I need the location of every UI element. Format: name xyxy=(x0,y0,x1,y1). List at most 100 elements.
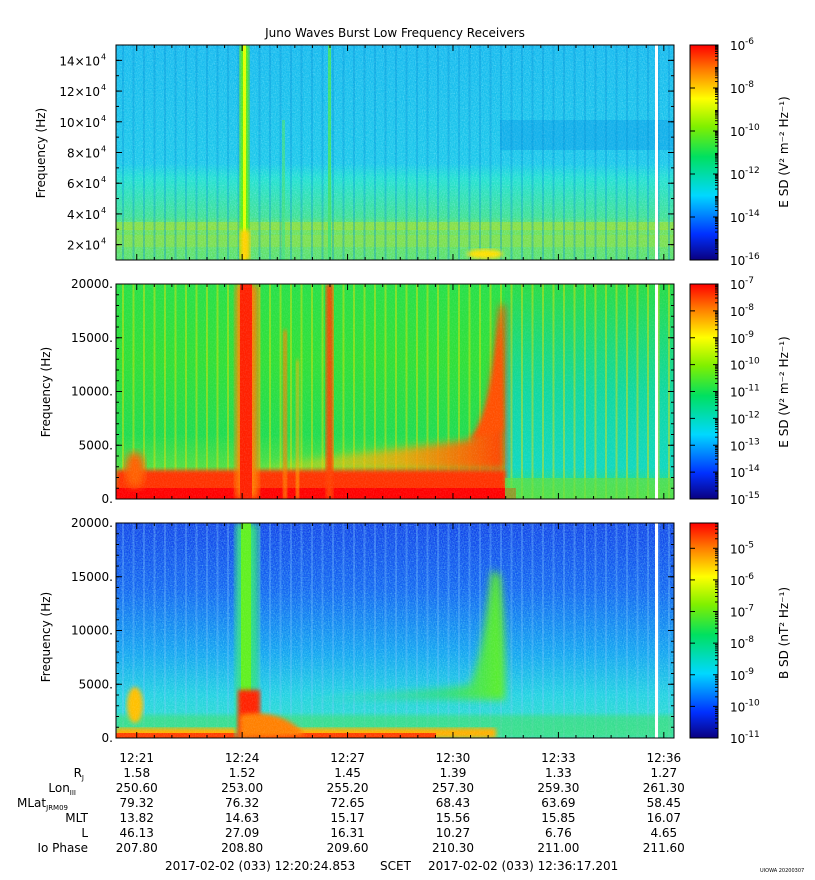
ephemeris-value: 1.58 xyxy=(123,766,150,780)
colorbar-tick-exponent: -6 xyxy=(745,572,754,582)
colorbar-tick-label: 10 xyxy=(730,606,745,620)
colorbar-tick-exponent: -9 xyxy=(745,330,754,340)
colorbar-tick-exponent: -11 xyxy=(745,384,760,394)
y-tick-label: 5000. xyxy=(79,677,113,691)
y-tick-label: 5000. xyxy=(79,438,113,452)
ephemeris-value: 1.33 xyxy=(545,766,572,780)
panel-1-spectrogram xyxy=(116,45,674,260)
panel-2-spectrogram xyxy=(116,284,674,499)
ephemeris-value: 257.30 xyxy=(432,781,474,795)
y-tick-label: 4×10 xyxy=(67,208,100,222)
colorbar-tick-exponent: -8 xyxy=(745,303,754,313)
ephemeris-value: 14.63 xyxy=(225,811,259,825)
colorbar-tick-exponent: -5 xyxy=(745,540,754,550)
ephemeris-value: 76.32 xyxy=(225,796,259,810)
y-tick-exponent: 4 xyxy=(101,175,106,184)
colorbar-tick-label: 10 xyxy=(730,439,745,453)
ephemeris-value: 16.31 xyxy=(330,826,364,840)
colorbar-tick-label: 10 xyxy=(730,542,745,556)
ephemeris-value: 210.30 xyxy=(432,841,474,855)
colorbar-tick-label: 10 xyxy=(730,305,745,319)
ephemeris-value: 4.65 xyxy=(650,826,677,840)
colorbar-tick-exponent: -13 xyxy=(745,437,760,447)
y-tick-label: 0. xyxy=(102,492,113,506)
colorbar-tick-exponent: -14 xyxy=(745,209,760,219)
y-axes: 2×10 44×10 46×10 48×10 410×10 412×10 414×10 40.… xyxy=(59,44,674,745)
ephemeris-value: 209.60 xyxy=(327,841,369,855)
data-gap-lines xyxy=(655,45,658,738)
x-tick-label: 12:33 xyxy=(541,751,576,765)
y-tick-label: 10000. xyxy=(71,624,113,638)
y-tick-label: 2×10 xyxy=(67,239,100,253)
colorbar-tick-exponent: -10 xyxy=(745,698,760,708)
colorbar-tick-label: 10 xyxy=(730,669,745,683)
colorbar-3 xyxy=(690,523,718,738)
y-tick-exponent: 4 xyxy=(101,206,106,215)
panel-3-ylabel: Frequency (Hz) xyxy=(39,592,53,683)
ephemeris-value: 15.85 xyxy=(541,811,575,825)
ephemeris-value: 250.60 xyxy=(116,781,158,795)
colorbar-tick-label: 10 xyxy=(730,82,745,96)
ephemeris-value: 15.17 xyxy=(330,811,364,825)
ephemeris-row-label: MLT xyxy=(65,811,88,825)
colorbar-tick-label: 10 xyxy=(730,39,745,53)
ephemeris-value: 72.65 xyxy=(330,796,364,810)
ephemeris-row-label: L xyxy=(81,826,88,840)
colorbar-tick-label: 10 xyxy=(730,332,745,346)
colorbar-tick-exponent: -10 xyxy=(745,357,760,367)
y-tick-exponent: 4 xyxy=(101,237,106,246)
y-tick-label: 6×10 xyxy=(67,177,100,191)
colorbar-tick-label: 10 xyxy=(730,574,745,588)
y-tick-exponent: 4 xyxy=(101,52,106,61)
ephemeris-value: 6.76 xyxy=(545,826,572,840)
colorbar-tick-exponent: -11 xyxy=(745,730,760,740)
ephemeris-value: 27.09 xyxy=(225,826,259,840)
colorbar-tick-exponent: -15 xyxy=(745,491,760,501)
panel-1-ylabel: Frequency (Hz) xyxy=(34,108,48,199)
ephemeris-row-label: MLatJRM09 xyxy=(17,796,68,812)
y-tick-label: 8×10 xyxy=(67,147,100,161)
ephemeris-value: 63.69 xyxy=(541,796,575,810)
y-tick-label: 12×10 xyxy=(59,85,100,99)
footer-start-time: 2017-02-02 (033) 12:20:24.853 xyxy=(165,859,355,873)
y-tick-label: 20000. xyxy=(71,516,113,530)
footer-end-time: 2017-02-02 (033) 12:36:17.201 xyxy=(428,859,618,873)
colorbar-tick-exponent: -7 xyxy=(745,604,754,614)
ephemeris-value: 208.80 xyxy=(221,841,263,855)
ephemeris-value: 68.43 xyxy=(436,796,470,810)
x-axis-ticks xyxy=(136,45,665,738)
colorbar-tick-exponent: -12 xyxy=(745,166,760,176)
y-tick-exponent: 4 xyxy=(101,114,106,123)
ephemeris-value: 15.56 xyxy=(436,811,470,825)
ephemeris-value: 255.20 xyxy=(327,781,369,795)
ephemeris-value: 207.80 xyxy=(116,841,158,855)
ephemeris-value: 1.27 xyxy=(650,766,677,780)
colorbar-1 xyxy=(690,45,718,260)
colorbar-2-label: E SD (V² m⁻² Hz⁻¹) xyxy=(777,336,791,447)
ephemeris-value: 211.00 xyxy=(537,841,579,855)
ephemeris-value: 58.45 xyxy=(647,796,681,810)
y-tick-label: 15000. xyxy=(71,331,113,345)
colorbar-tick-label: 10 xyxy=(730,732,745,746)
ephemeris-row-label: LonIII xyxy=(48,781,76,797)
colorbar-tick-label: 10 xyxy=(730,125,745,139)
x-tick-label: 12:27 xyxy=(330,751,365,765)
colorbar-tick-exponent: -7 xyxy=(745,276,754,286)
colorbar-tick-exponent: -6 xyxy=(745,37,754,47)
colorbar-1-label: E SD (V² m⁻² Hz⁻¹) xyxy=(777,96,791,207)
colorbar-tick-label: 10 xyxy=(730,493,745,507)
version-stamp: UIOWA 20200307 xyxy=(760,868,804,874)
colorbar-tick-exponent: -10 xyxy=(745,123,760,133)
chart-title: Juno Waves Burst Low Frequency Receivers xyxy=(264,26,525,40)
colorbar-tick-exponent: -14 xyxy=(745,464,760,474)
footer-scet-label: SCET xyxy=(380,859,412,873)
colorbar-tick-label: 10 xyxy=(730,278,745,292)
ephemeris-value: 16.07 xyxy=(647,811,681,825)
ephemeris-value: 211.60 xyxy=(643,841,685,855)
colorbar-3-label: B SD (nT² Hz⁻¹) xyxy=(777,587,791,679)
colorbar-tick-label: 10 xyxy=(730,700,745,714)
y-tick-label: 10000. xyxy=(71,385,113,399)
colorbar-tick-label: 10 xyxy=(730,466,745,480)
ephemeris-value: 1.45 xyxy=(334,766,361,780)
